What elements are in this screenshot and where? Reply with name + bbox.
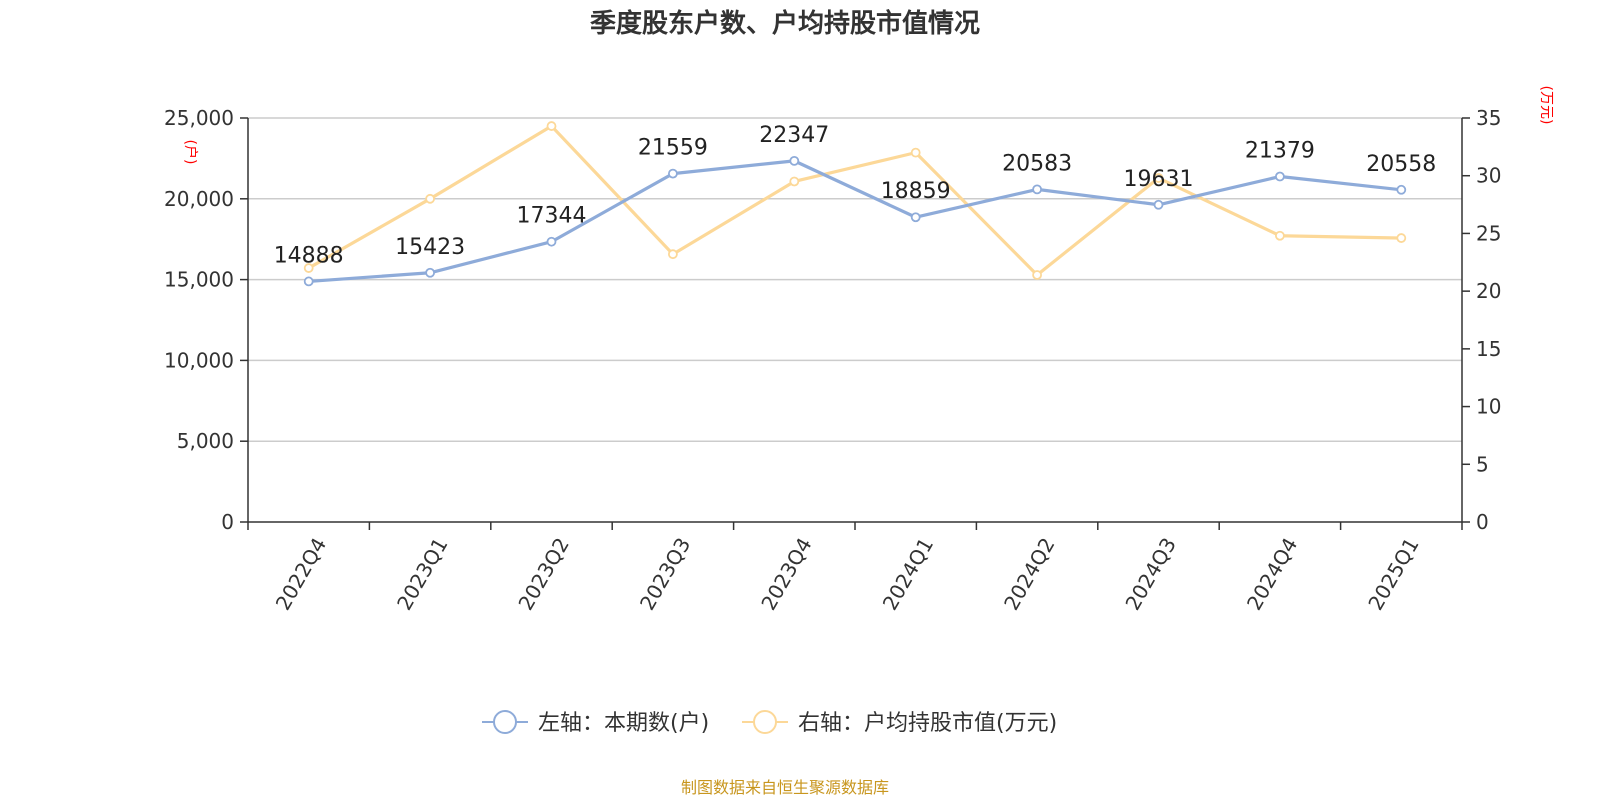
data-point — [425, 193, 436, 204]
data-point — [668, 249, 678, 260]
data-point — [789, 155, 800, 166]
data-point — [546, 236, 557, 247]
series-line — [307, 124, 1402, 277]
legend-marker — [753, 710, 777, 734]
data-label: 20583 — [1002, 151, 1072, 176]
left-axis-tick-label: 25,000 — [164, 106, 234, 130]
right-axis-tick-label: 0 — [1476, 510, 1489, 534]
chart-title: 季度股东户数、户均持股市值情况 — [590, 8, 980, 39]
data-point — [910, 212, 921, 223]
left-axis-tick-label: 15,000 — [164, 268, 234, 292]
legend-label: 右轴：户均持股市值(万元) — [798, 711, 1057, 736]
data-label: 14888 — [274, 243, 344, 268]
data-point — [1153, 173, 1164, 183]
data-point — [303, 276, 314, 287]
x-axis-category-label: 2023Q3 — [635, 534, 695, 615]
right-axis-unit: (万元) — [1538, 86, 1554, 125]
right-axis-tick-label: 35 — [1476, 106, 1501, 130]
left-axis-tick-label: 10,000 — [164, 348, 234, 372]
x-axis-category-label: 2022Q4 — [271, 534, 331, 615]
data-point — [1032, 184, 1042, 195]
data-point — [425, 267, 436, 278]
x-axis-category-label: 2024Q2 — [999, 534, 1059, 615]
data-point — [1396, 233, 1407, 243]
x-axis-category-label: 2023Q2 — [513, 534, 573, 615]
left-axis-tick-label: 20,000 — [164, 187, 234, 211]
data-point — [1275, 230, 1285, 241]
x-axis-category-label: 2024Q3 — [1120, 534, 1180, 615]
data-point — [789, 176, 800, 187]
data-point — [668, 168, 678, 179]
x-axis-category-label: 2024Q4 — [1242, 534, 1302, 615]
legend: 左轴：本期数(户) 右轴：户均持股市值(万元) — [482, 710, 1057, 736]
x-axis-category-label: 2025Q1 — [1363, 534, 1423, 615]
x-axis-category-label: 2023Q1 — [392, 534, 452, 615]
legend-label: 左轴：本期数(户) — [538, 711, 709, 736]
left-axis-unit: (户) — [182, 140, 199, 165]
data-point — [1153, 199, 1164, 210]
data-point — [546, 121, 557, 131]
data-point — [1275, 171, 1285, 182]
x-axis-category-label: 2024Q1 — [878, 534, 938, 615]
right-axis-tick-label: 25 — [1476, 221, 1501, 245]
data-label: 20558 — [1366, 152, 1436, 177]
data-label: 21379 — [1245, 139, 1315, 164]
data-label: 17344 — [517, 204, 587, 229]
series-layer — [303, 121, 1407, 287]
x-axis-category-label: 2023Q4 — [756, 534, 816, 615]
data-label: 18859 — [881, 179, 951, 204]
data-label: 15423 — [395, 235, 465, 260]
right-axis-tick-label: 10 — [1476, 395, 1501, 419]
data-label: 22347 — [759, 123, 829, 148]
left-axis-tick-label: 0 — [221, 510, 234, 534]
data-label: 19631 — [1124, 167, 1194, 192]
grid-lines — [248, 117, 1462, 442]
left-axis-tick-label: 5,000 — [177, 429, 234, 453]
data-point — [303, 263, 314, 273]
data-label: 21559 — [638, 136, 708, 161]
data-labels: 14888 15423 17344 21559 22347 18859 20583 19631… — [274, 123, 1437, 269]
right-axis-tick-label: 5 — [1476, 452, 1489, 476]
right-axis-tick-label: 15 — [1476, 337, 1501, 361]
data-point — [910, 147, 921, 158]
source-note: 制图数据来自恒生聚源数据库 — [681, 778, 889, 797]
series-line — [308, 159, 1402, 284]
data-point — [1032, 270, 1042, 280]
right-axis-tick-label: 30 — [1476, 164, 1501, 188]
data-point — [1396, 184, 1407, 195]
legend-marker — [493, 710, 517, 734]
right-axis-tick-label: 20 — [1476, 279, 1501, 303]
